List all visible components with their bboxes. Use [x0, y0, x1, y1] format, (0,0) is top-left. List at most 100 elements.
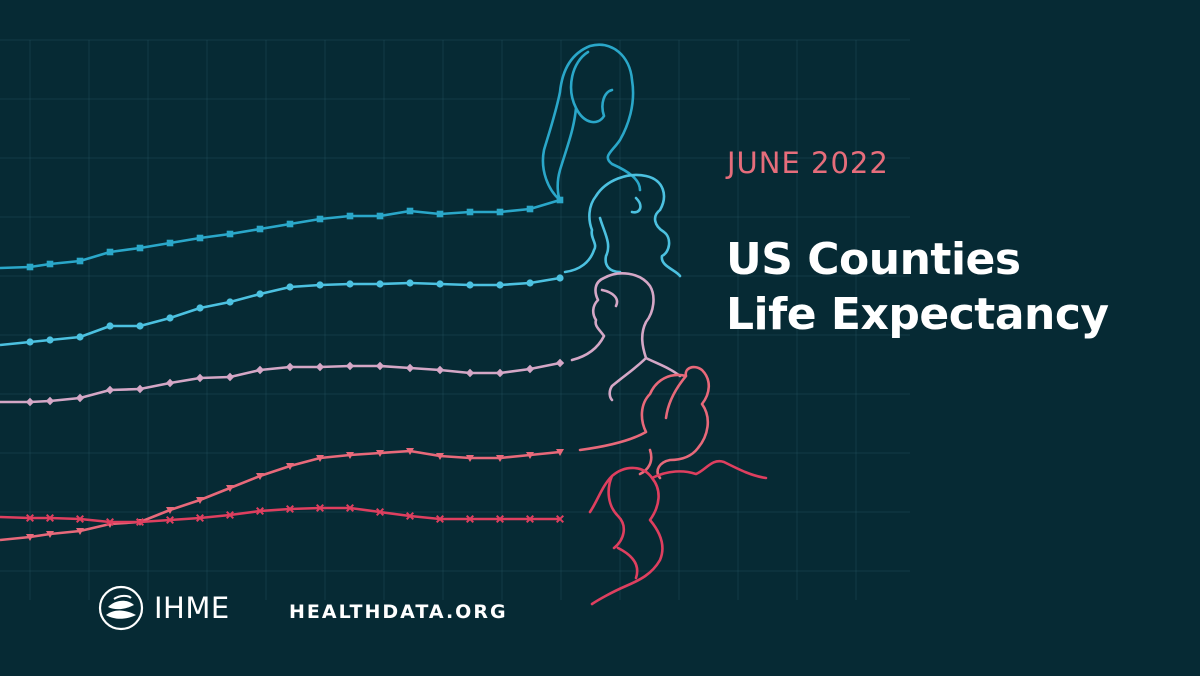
- line-marker: [286, 463, 294, 470]
- portrait-man-beard-icon: [588, 459, 768, 606]
- line-marker: [556, 274, 564, 282]
- line-marker: [135, 384, 145, 394]
- line-marker: [316, 215, 324, 223]
- line-marker: [166, 507, 174, 514]
- line-marker: [136, 322, 144, 330]
- line-marker: [226, 230, 234, 238]
- line-marker: [526, 452, 534, 459]
- line-marker: [495, 514, 505, 524]
- line-marker: [435, 514, 445, 524]
- line-marker: [26, 338, 34, 346]
- line-marker: [135, 517, 145, 527]
- line-marker: [226, 485, 234, 492]
- line-marker: [346, 280, 354, 288]
- line-marker: [76, 333, 84, 341]
- line-marker: [256, 290, 264, 298]
- line-marker: [255, 506, 265, 516]
- line-marker: [376, 212, 384, 220]
- line-marker: [76, 257, 84, 265]
- background-grid: [0, 39, 910, 600]
- line-marker: [256, 225, 264, 233]
- line-marker: [106, 248, 114, 256]
- line-marker: [345, 361, 355, 371]
- line-marker: [106, 322, 114, 330]
- line-marker: [105, 385, 115, 395]
- line-marker: [195, 373, 205, 383]
- portrait-outlines: [541, 43, 768, 606]
- line-marker: [166, 239, 174, 247]
- line-marker: [45, 513, 55, 523]
- line-marker: [526, 279, 534, 287]
- line-marker: [435, 365, 445, 375]
- line-marker: [255, 365, 265, 375]
- line-marker: [286, 283, 294, 291]
- line-marker: [45, 396, 55, 406]
- line-marker: [165, 515, 175, 525]
- line-marker: [46, 260, 54, 268]
- line-marker: [466, 455, 474, 462]
- line-marker: [26, 263, 34, 271]
- line-marker: [465, 368, 475, 378]
- line-marker: [466, 281, 474, 289]
- line-marker: [25, 513, 35, 523]
- line-marker: [496, 455, 504, 462]
- trend-line-2: [0, 276, 561, 347]
- line-marker: [46, 531, 54, 538]
- website-link[interactable]: HEALTHDATA.ORG: [289, 601, 508, 623]
- line-marker: [136, 244, 144, 252]
- line-marker: [285, 504, 295, 514]
- line-marker: [436, 210, 444, 218]
- line-marker: [406, 279, 414, 287]
- line-marker: [76, 528, 84, 535]
- line-marker: [405, 511, 415, 521]
- line-marker: [436, 453, 444, 460]
- line-marker: [526, 205, 534, 213]
- line-marker: [495, 368, 505, 378]
- date-label: JUNE 2022: [727, 146, 889, 180]
- line-marker: [556, 449, 564, 456]
- line-marker: [316, 281, 324, 289]
- line-marker: [525, 514, 535, 524]
- line-marker: [25, 397, 35, 407]
- line-marker: [346, 452, 354, 459]
- line-marker: [436, 280, 444, 288]
- line-marker: [225, 372, 235, 382]
- line-marker: [376, 280, 384, 288]
- line-marker: [346, 212, 354, 220]
- line-marker: [466, 208, 474, 216]
- title-line-2: Life Expectancy: [726, 289, 1109, 340]
- trend-line-1: [0, 198, 561, 270]
- line-marker: [75, 393, 85, 403]
- line-marker: [376, 450, 384, 457]
- line-marker: [46, 336, 54, 344]
- line-marker: [196, 497, 204, 504]
- trend-lines: [0, 196, 565, 542]
- title-line-1: US Counties: [726, 234, 1021, 285]
- portrait-woman-bun-icon: [578, 365, 711, 480]
- line-marker: [316, 455, 324, 462]
- line-marker: [405, 363, 415, 373]
- line-marker: [256, 473, 264, 480]
- page-title: US Counties Life Expectancy: [726, 232, 1109, 342]
- line-marker: [496, 208, 504, 216]
- line-marker: [375, 507, 385, 517]
- trend-line-4: [0, 449, 561, 542]
- portrait-woman-long-hair-icon: [541, 43, 642, 202]
- portrait-man-short-hair-icon: [570, 272, 682, 402]
- trend-line-3: [0, 361, 561, 404]
- line-marker: [525, 364, 535, 374]
- line-marker: [166, 314, 174, 322]
- ihme-logo: IHME: [98, 585, 230, 631]
- line-marker: [196, 234, 204, 242]
- portrait-person-wavy-hair-icon: [563, 173, 682, 278]
- trend-line-5: [0, 506, 560, 524]
- line-marker: [315, 503, 325, 513]
- line-marker: [285, 362, 295, 372]
- line-marker: [406, 207, 414, 215]
- line-marker: [345, 503, 355, 513]
- line-marker: [315, 362, 325, 372]
- line-marker: [496, 281, 504, 289]
- line-marker: [195, 513, 205, 523]
- line-marker: [225, 510, 235, 520]
